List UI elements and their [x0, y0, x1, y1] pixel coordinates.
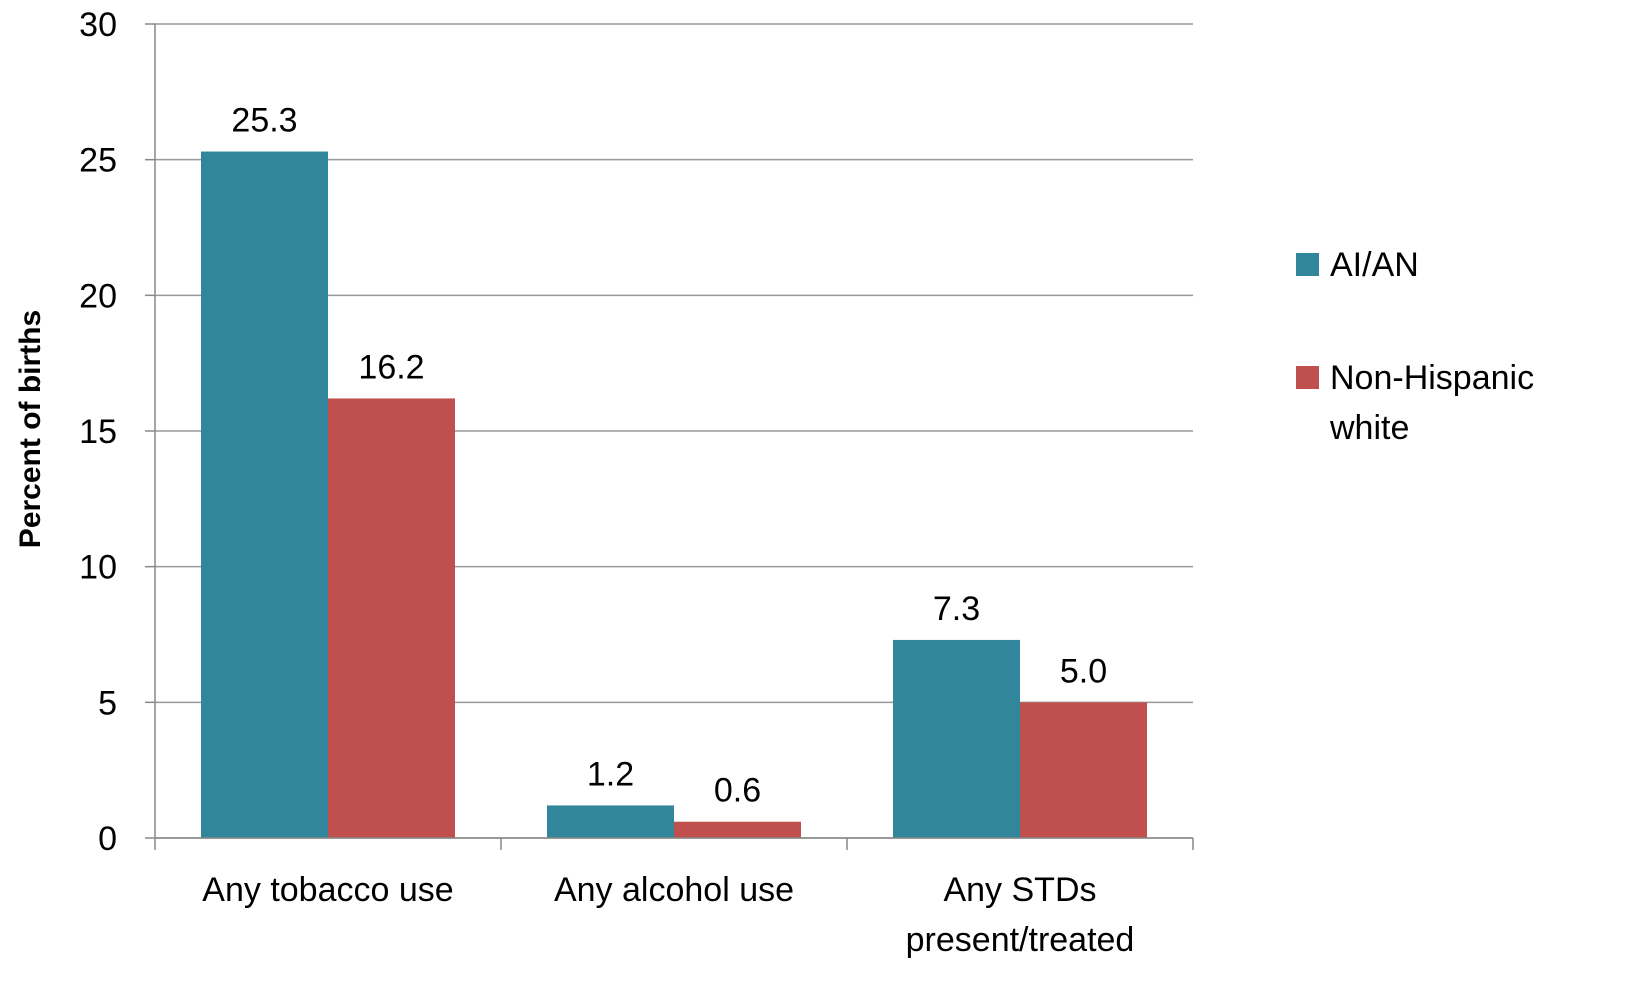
- legend-label: AI/AN: [1330, 246, 1419, 284]
- y-tick-label: 5: [98, 684, 117, 722]
- labels: 0 5 10 15 20 25 30 25.3 16.2 Any tobacco use 1.2 0.…: [79, 6, 1134, 959]
- y-tick-label: 0: [98, 820, 117, 858]
- x-category-label: Any tobacco use: [202, 871, 453, 909]
- y-tick-label: 20: [79, 277, 117, 315]
- bar-aian: [893, 639, 1020, 838]
- x-category-label: Any STDs: [943, 871, 1096, 909]
- bar-aian: [547, 805, 674, 838]
- bar-nh-white: [1020, 702, 1147, 838]
- y-axis-title: Percent of births: [14, 310, 47, 548]
- bar-nh-white: [328, 398, 455, 838]
- bars: [201, 151, 1147, 838]
- legend-swatch: [1296, 253, 1319, 276]
- legend-label: white: [1329, 409, 1409, 447]
- data-label: 25.3: [231, 102, 297, 140]
- axes: [145, 23, 1194, 850]
- y-tick-label: 10: [79, 549, 117, 587]
- y-tick-label: 15: [79, 413, 117, 451]
- data-label: 16.2: [358, 348, 424, 386]
- x-category-label: present/treated: [906, 921, 1135, 959]
- legend-label: Non-Hispanic: [1330, 359, 1534, 397]
- data-label: 7.3: [933, 590, 980, 628]
- bar-aian: [201, 151, 328, 838]
- legend-swatch: [1296, 366, 1319, 389]
- x-category-label: Any alcohol use: [554, 871, 794, 909]
- y-tick-label: 25: [79, 142, 117, 180]
- data-label: 5.0: [1060, 652, 1107, 690]
- data-label: 1.2: [587, 755, 634, 793]
- data-label: 0.6: [714, 772, 761, 810]
- bar-nh-white: [674, 821, 801, 838]
- y-tick-label: 30: [79, 6, 117, 44]
- legend: AI/AN Non-Hispanic white: [1296, 246, 1534, 447]
